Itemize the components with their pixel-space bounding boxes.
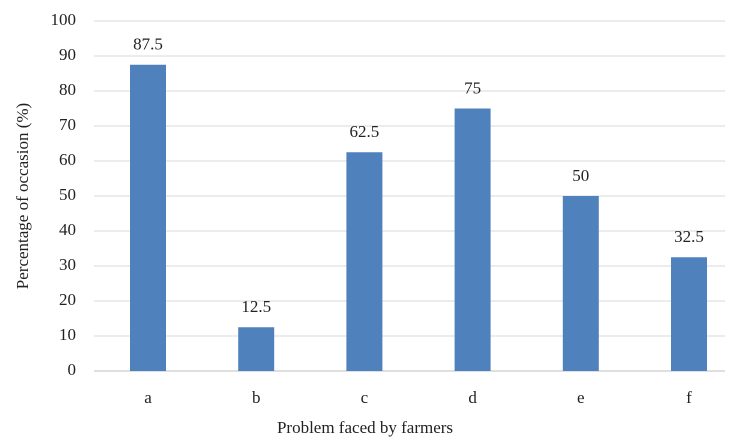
- y-tick-label: 50: [59, 185, 76, 204]
- x-tick-label: a: [144, 388, 152, 407]
- bar: [238, 327, 275, 371]
- x-tick-label: e: [577, 388, 585, 407]
- bar: [346, 152, 383, 371]
- data-label: 75: [464, 78, 481, 97]
- y-tick-label: 60: [59, 150, 76, 169]
- y-tick-label: 30: [59, 255, 76, 274]
- y-tick-label: 70: [59, 115, 76, 134]
- y-tick-label: 10: [59, 325, 76, 344]
- y-tick-label: 0: [68, 360, 77, 379]
- x-tick-label: c: [361, 388, 369, 407]
- data-label: 87.5: [133, 35, 163, 54]
- y-tick-label: 40: [59, 220, 76, 239]
- bar: [671, 257, 707, 371]
- bar: [454, 108, 491, 371]
- data-label: 32.5: [674, 227, 704, 246]
- data-label: 50: [572, 166, 589, 185]
- data-label: 12.5: [241, 297, 271, 316]
- y-tick-label: 20: [59, 290, 76, 309]
- y-axis-title: Percentage of occasion (%): [13, 103, 32, 289]
- x-tick-label: f: [686, 388, 692, 407]
- x-axis-title: Problem faced by farmers: [277, 418, 453, 437]
- y-tick-label: 100: [51, 10, 77, 29]
- y-tick-label: 90: [59, 45, 76, 64]
- bar: [562, 196, 599, 371]
- bar: [130, 64, 166, 371]
- y-tick-label: 80: [59, 80, 76, 99]
- x-tick-label: d: [468, 388, 477, 407]
- data-label: 62.5: [350, 122, 380, 141]
- x-tick-label: b: [252, 388, 261, 407]
